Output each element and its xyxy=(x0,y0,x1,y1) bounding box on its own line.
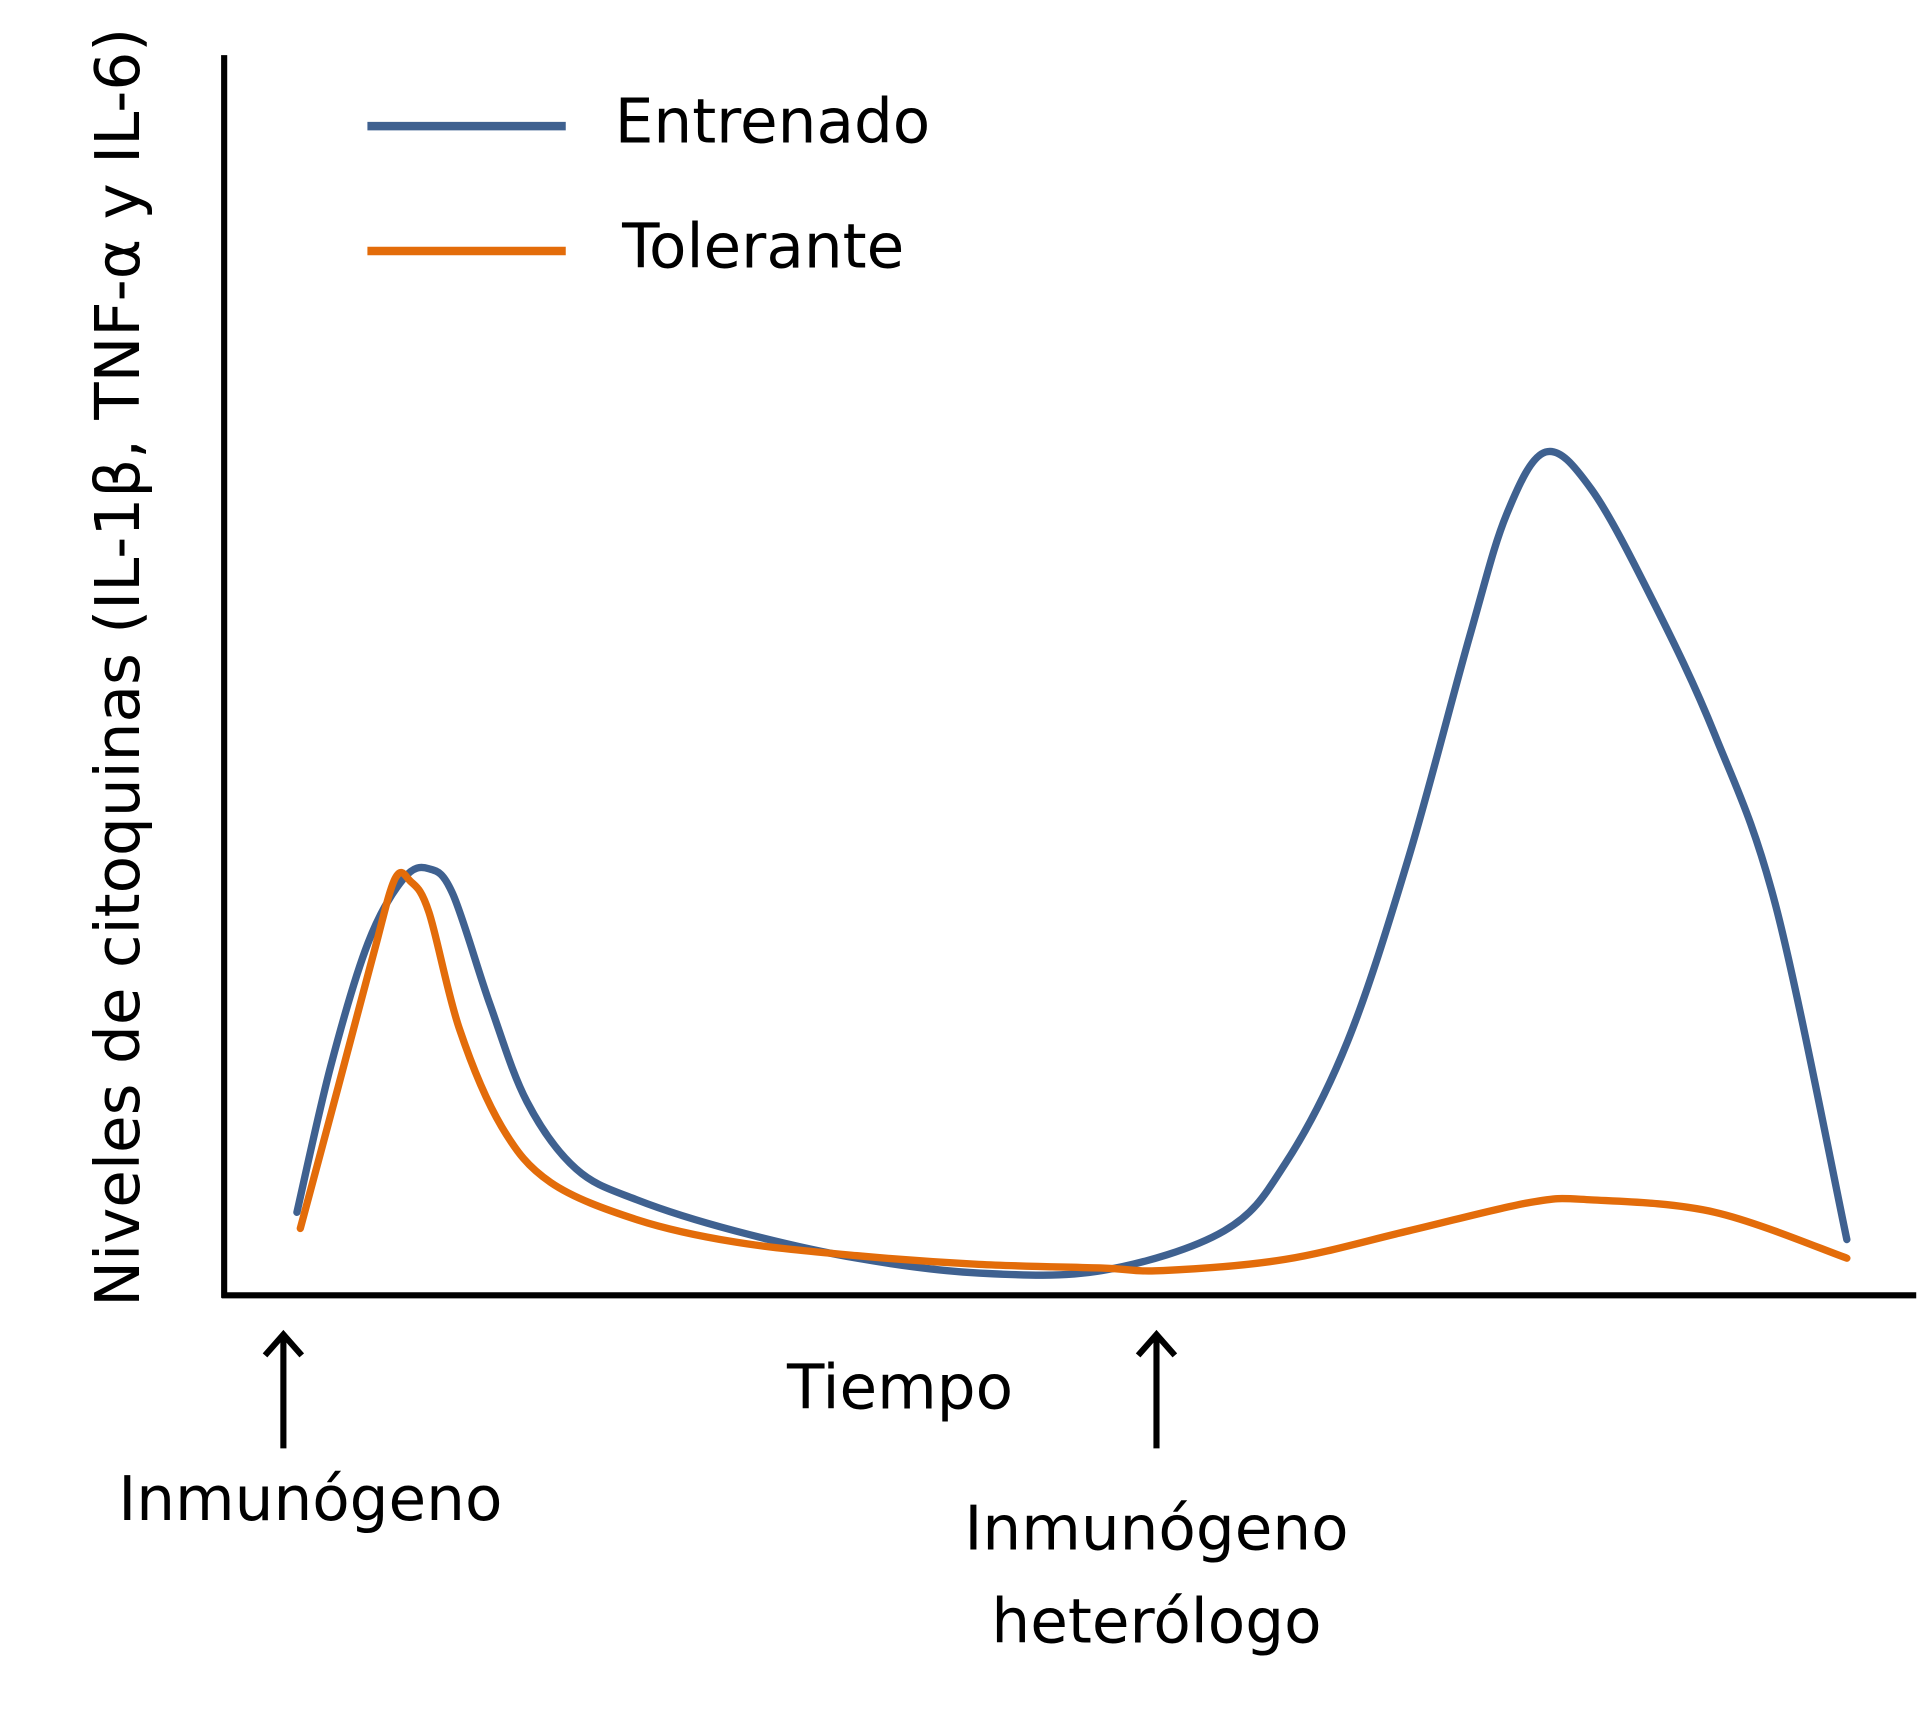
y-axis-label: Niveles de citoquinas (IL-1β, TNF-α y IL… xyxy=(83,28,154,1307)
x-axis-label: Tiempo xyxy=(786,1353,1013,1424)
annotation-label: Inmunógeno xyxy=(118,1464,502,1535)
legend-label: Tolerante xyxy=(621,212,904,283)
line-series xyxy=(296,868,1851,1275)
legend-label: Entrenado xyxy=(615,87,931,158)
annotation-arrowhead xyxy=(262,1329,305,1358)
line-series xyxy=(293,447,1851,1279)
annotation-label: heterólogo xyxy=(991,1587,1321,1658)
annotation-label: Inmunógeno xyxy=(964,1493,1348,1564)
annotation-arrowhead xyxy=(1135,1329,1178,1358)
